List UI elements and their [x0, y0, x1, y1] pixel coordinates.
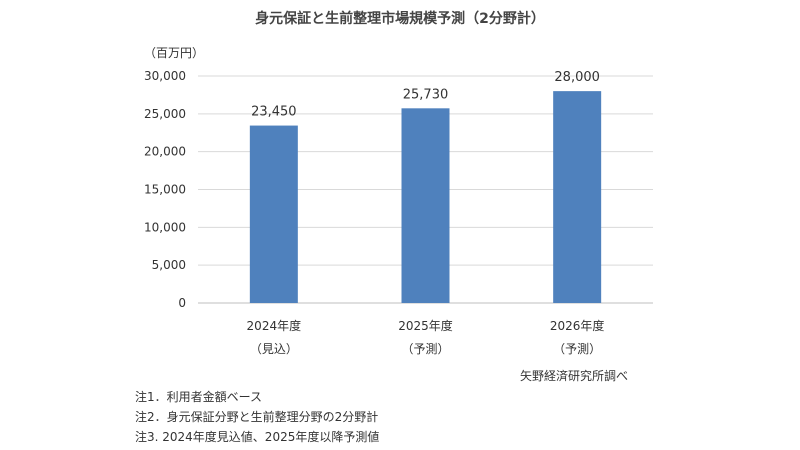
y-axis-unit-label: （百万円） — [144, 46, 205, 60]
bar — [249, 125, 298, 303]
bar — [553, 91, 602, 303]
x-tick-label: 2026年度 — [550, 318, 605, 333]
data-label: 25,730 — [403, 87, 449, 102]
x-tick-sublabel: （予測） — [401, 342, 449, 356]
data-label: 28,000 — [554, 70, 600, 85]
y-tick-label: 5,000 — [152, 258, 186, 272]
source-credit: 矢野経済研究所調べ — [520, 369, 629, 383]
x-tick-sublabel: （見込） — [250, 342, 298, 356]
y-tick-label: 0 — [178, 296, 186, 310]
chart-title: 身元保証と生前整理市場規模予測（2分野計） — [255, 11, 545, 27]
y-tick-label: 20,000 — [144, 145, 186, 159]
bar — [401, 108, 450, 304]
footnote-2: 注2．身元保証分野と生前整理分野の2分野計 — [135, 410, 379, 424]
bar-chart: 0 5,000 10,000 15,000 20,000 25,000 30,000 23,4… — [144, 69, 653, 356]
data-label: 23,450 — [251, 105, 297, 120]
y-tick-label: 25,000 — [144, 107, 186, 121]
x-tick-label: 2024年度 — [247, 318, 302, 333]
y-tick-label: 15,000 — [144, 183, 186, 197]
y-tick-label: 30,000 — [144, 69, 186, 83]
y-tick-label: 10,000 — [144, 220, 186, 234]
footnotes: 注1．利用者金額ベース 注2．身元保証分野と生前整理分野の2分野計 注3. 20… — [135, 387, 379, 447]
x-tick-label: 2025年度 — [398, 318, 453, 333]
footnote-3: 注3. 2024年度見込値、2025年度以降予測値 — [135, 430, 380, 444]
footnote-1: 注1．利用者金額ベース — [135, 390, 263, 404]
x-tick-sublabel: （予測） — [553, 342, 601, 356]
